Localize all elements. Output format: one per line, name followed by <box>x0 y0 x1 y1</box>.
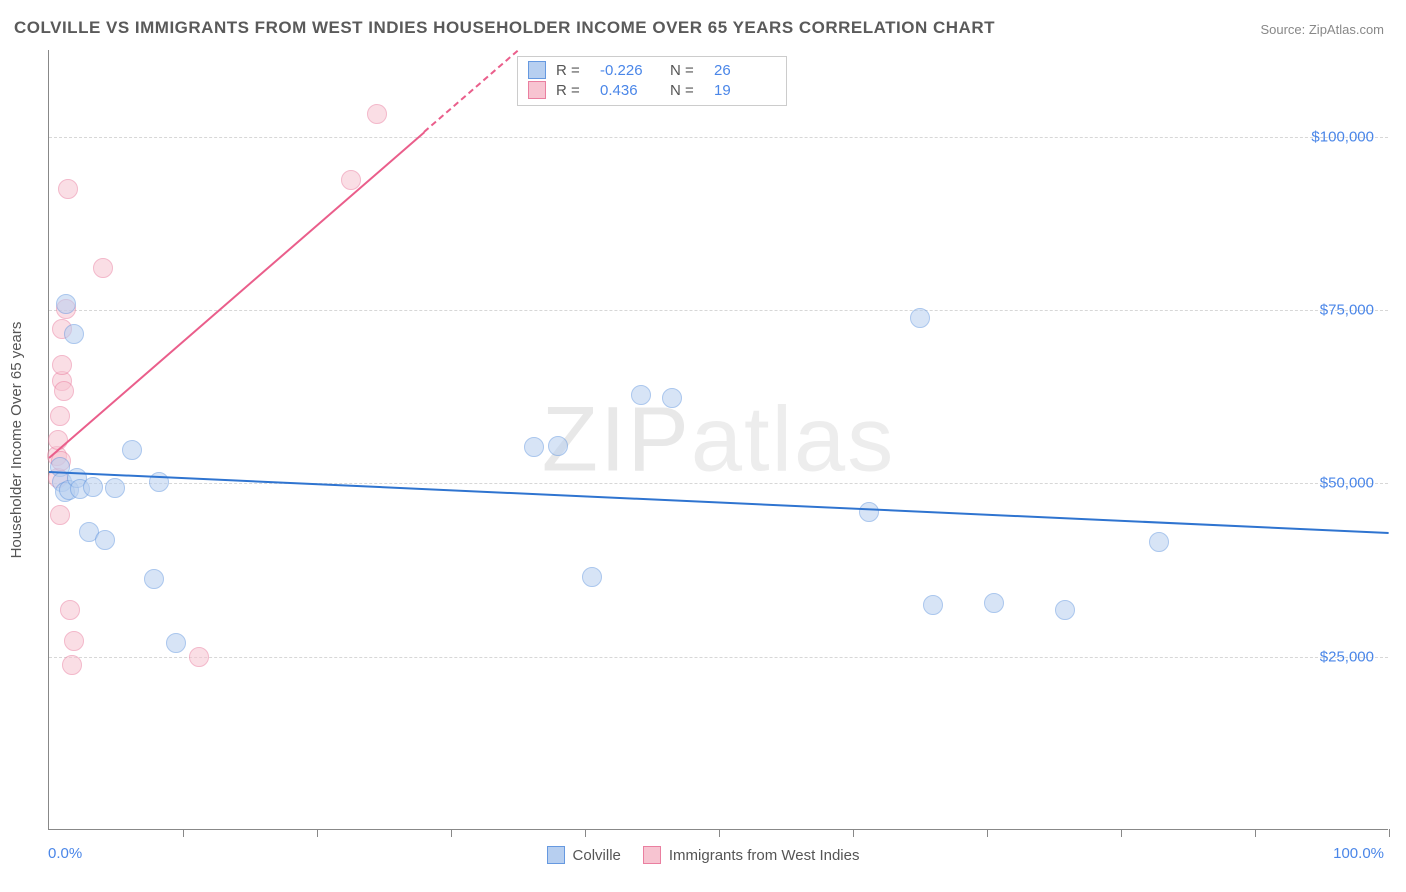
data-point-a <box>923 595 943 615</box>
legend-row-a: R = -0.226 N = 26 <box>518 57 786 81</box>
legend-r-value-b: 0.436 <box>600 82 660 99</box>
watermark-text: ZIPatlas <box>542 387 895 492</box>
legend-item-a: Colville <box>547 846 621 864</box>
data-point-b <box>189 647 209 667</box>
data-point-a <box>910 308 930 328</box>
legend-r-value-a: -0.226 <box>600 62 660 79</box>
legend-n-value-a: 26 <box>714 62 774 79</box>
data-point-b <box>58 179 78 199</box>
data-point-a <box>524 437 544 457</box>
data-point-a <box>105 478 125 498</box>
chart-title: COLVILLE VS IMMIGRANTS FROM WEST INDIES … <box>14 18 995 38</box>
data-point-b <box>62 655 82 675</box>
gridline <box>49 137 1388 138</box>
legend-r-label: R = <box>556 82 590 99</box>
data-point-a <box>64 324 84 344</box>
data-point-a <box>859 502 879 522</box>
legend-r-label: R = <box>556 62 590 79</box>
swatch-series-b <box>643 846 661 864</box>
data-point-a <box>631 385 651 405</box>
y-tick-label: $100,000 <box>1311 128 1374 145</box>
x-axis-max-label: 100.0% <box>1333 845 1384 862</box>
x-axis-min-label: 0.0% <box>48 845 82 862</box>
data-point-b <box>50 406 70 426</box>
x-tick <box>317 829 318 837</box>
x-tick <box>451 829 452 837</box>
data-point-a <box>144 569 164 589</box>
legend-label-b: Immigrants from West Indies <box>669 847 860 864</box>
source-attribution: Source: ZipAtlas.com <box>1260 22 1384 37</box>
data-point-a <box>122 440 142 460</box>
y-axis-title: Householder Income Over 65 years <box>8 203 25 440</box>
data-point-a <box>83 477 103 497</box>
data-point-a <box>56 294 76 314</box>
legend-n-value-b: 19 <box>714 82 774 99</box>
scatter-plot-area: ZIPatlas $25,000 $50,000 $75,000 $100,000 <box>48 50 1388 830</box>
x-tick <box>1389 829 1390 837</box>
data-point-b <box>54 381 74 401</box>
y-tick-label: $50,000 <box>1320 475 1374 492</box>
data-point-b <box>48 430 68 450</box>
data-point-b <box>367 104 387 124</box>
data-point-b <box>60 600 80 620</box>
data-point-a <box>1149 532 1169 552</box>
x-tick <box>1255 829 1256 837</box>
trend-line-a <box>49 471 1389 534</box>
data-point-b <box>341 170 361 190</box>
legend-item-b: Immigrants from West Indies <box>643 846 860 864</box>
data-point-a <box>984 593 1004 613</box>
swatch-series-b <box>528 81 546 99</box>
swatch-series-a <box>547 846 565 864</box>
data-point-a <box>1055 600 1075 620</box>
x-tick <box>987 829 988 837</box>
data-point-a <box>548 436 568 456</box>
data-point-b <box>50 505 70 525</box>
correlation-legend: R = -0.226 N = 26 R = 0.436 N = 19 <box>517 56 787 106</box>
legend-row-b: R = 0.436 N = 19 <box>518 81 786 105</box>
data-point-b <box>93 258 113 278</box>
legend-n-label: N = <box>670 62 704 79</box>
data-point-a <box>95 530 115 550</box>
gridline <box>49 310 1388 311</box>
x-tick <box>719 829 720 837</box>
x-tick <box>183 829 184 837</box>
y-tick-label: $25,000 <box>1320 648 1374 665</box>
swatch-series-a <box>528 61 546 79</box>
data-point-a <box>166 633 186 653</box>
series-legend: Colville Immigrants from West Indies <box>0 846 1406 864</box>
legend-n-label: N = <box>670 82 704 99</box>
x-tick <box>853 829 854 837</box>
data-point-b <box>52 355 72 375</box>
legend-label-a: Colville <box>573 847 621 864</box>
trend-line-b <box>424 50 519 133</box>
y-tick-label: $75,000 <box>1320 302 1374 319</box>
x-tick <box>585 829 586 837</box>
data-point-a <box>582 567 602 587</box>
x-tick <box>1121 829 1122 837</box>
data-point-a <box>662 388 682 408</box>
data-point-b <box>64 631 84 651</box>
trend-line-b <box>48 132 425 459</box>
gridline <box>49 483 1388 484</box>
gridline <box>49 657 1388 658</box>
